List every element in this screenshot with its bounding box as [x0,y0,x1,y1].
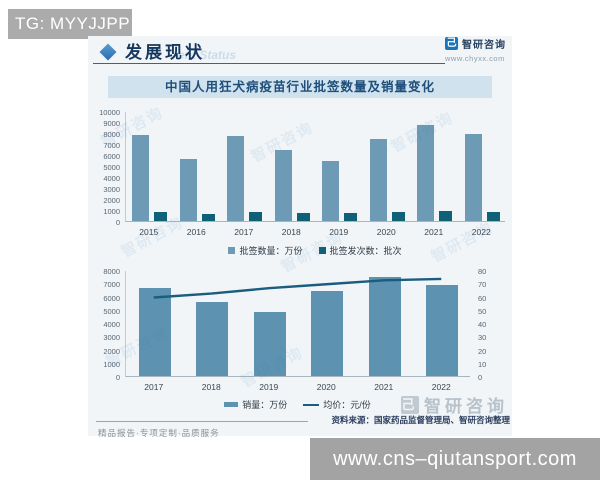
x-axis-label: 2019 [259,382,279,392]
bar-2015 [132,135,150,221]
y-axis-tick: 5000 [103,163,120,172]
x-axis-label: 2020 [376,227,396,237]
bar-2015 [154,212,168,221]
y-axis-tick: 4000 [103,174,120,183]
bar-2022 [426,284,459,376]
x-axis-label: 2018 [201,382,221,392]
bar-2018 [296,212,310,221]
y-axis-tick: 6000 [103,152,120,161]
brand-watermark: 己 智研咨询 [401,395,508,416]
y-axis-tick: 0 [115,373,120,382]
legend-item: 均价：元/份 [303,398,371,411]
y-axis-tick: 5000 [103,306,120,316]
x-axis-label: 2018 [281,227,301,237]
chart-title: 中国人用狂犬病疫苗行业批签数量及销量变化 [108,76,492,98]
chart-legend: 批签数量：万份 批签发次数：批次 [125,244,505,257]
y-axis-tick: 9000 [103,119,120,128]
y-axis-tick: 10000 [99,108,120,117]
x-axis-label: 2020 [316,382,336,392]
bar-2017 [249,212,263,221]
y-axis-tick: 3000 [103,333,120,343]
bar-2017 [138,287,171,376]
site-watermark-badge: www.cns–qiutansport.com [310,438,600,480]
y-axis-tick: 1000 [103,207,120,216]
tg-label: TG: MYYJJPP [15,14,131,33]
header-watermark-text: ent Status [178,48,237,62]
brand-url[interactable]: www.chyxx.com [445,54,505,63]
price-trend-line [153,277,442,299]
y-axis-tick: 0 [115,218,120,227]
right-y-axis-tick: 60 [478,293,487,303]
right-y-axis-tick: 40 [478,320,487,329]
batch-issuance-chart: 0 1000 2000 3000 4000 5000 6000 7000 8000 9000 100… [88,105,512,263]
x-axis-label: 2015 [139,227,159,237]
bar-2021 [439,211,453,221]
bar-2017 [227,136,245,221]
header-divider [93,63,445,64]
right-y-axis-tick: 10 [478,359,487,369]
bar-2020 [369,138,387,221]
x-axis-label: 2021 [424,227,444,237]
right-y-axis-tick: 0 [478,373,483,382]
bar-2019 [322,161,340,221]
tg-watermark-badge: TG: MYYJJPP [8,9,132,39]
bar-2019 [344,213,358,221]
legend-item: 销量：万份 [224,398,287,411]
right-y-axis-tick: 70 [478,280,487,290]
right-y-axis-tick: 30 [478,333,487,343]
bar-swatch-icon [224,402,239,407]
legend-item: 批签数量：万份 [228,244,303,257]
footer-divider [96,421,308,422]
report-panel: ent Status 发展现状 己 智研咨询 www.chyxx.com 中国人… [88,36,512,438]
y-axis-tick: 1000 [103,359,120,369]
page-title: 发展现状 [125,43,205,62]
y-axis-tick: 7000 [103,141,120,150]
bar-2021 [417,125,435,221]
y-axis-tick: 2000 [103,196,120,205]
bar-2019 [253,312,286,376]
brand-name: 智研咨询 [462,40,506,51]
line-swatch-icon [303,403,320,406]
bar-2016 [179,159,197,221]
x-axis-label: 2017 [234,227,254,237]
x-axis-label: 2017 [144,382,164,392]
y-axis-tick: 4000 [103,320,120,329]
x-axis-label: 2022 [431,382,451,392]
y-axis-tick: 8000 [103,130,120,139]
y-axis-tick: 7000 [103,280,120,290]
x-axis-label: 2021 [374,382,394,392]
zhiyan-logo-icon: 己 [445,37,458,50]
bar-swatch-icon [228,247,236,254]
bar-2018 [274,149,292,221]
bar-2022 [464,134,482,221]
bar-2020 [311,290,344,376]
data-source-note: 资料来源：国家药品监督管理局、智研咨询整理 [331,415,510,425]
site-label: www.cns–qiutansport.com [333,448,577,470]
bar-2021 [368,277,401,376]
diamond-icon [99,43,117,61]
chart-legend: 销量：万份 均价：元/份 [125,398,470,411]
right-y-axis-tick: 50 [478,306,487,316]
sales-price-chart: 0 1000 2000 3000 4000 5000 6000 7000 8000 0 10 20 30… [88,264,512,412]
bar-2016 [201,214,215,221]
y-axis-tick: 8000 [103,267,120,276]
y-axis-tick: 2000 [103,346,120,356]
bar-swatch-icon [318,247,326,254]
x-axis-label: 2019 [329,227,349,237]
legend-item: 批签发次数：批次 [318,244,402,257]
right-y-axis-tick: 80 [478,267,487,276]
right-y-axis-tick: 20 [478,346,487,356]
x-axis-label: 2022 [471,227,491,237]
brand-block: 己 智研咨询 www.chyxx.com [445,36,506,63]
y-axis-tick: 3000 [103,185,120,194]
x-axis-label: 2016 [186,227,206,237]
service-tagline: 精品报告·专项定制·品质服务 [98,428,220,438]
bar-2020 [391,211,405,221]
bar-2018 [196,302,229,376]
bar-2022 [486,211,500,221]
zhiyan-logo-icon: 己 [401,395,419,414]
y-axis-tick: 6000 [103,293,120,303]
